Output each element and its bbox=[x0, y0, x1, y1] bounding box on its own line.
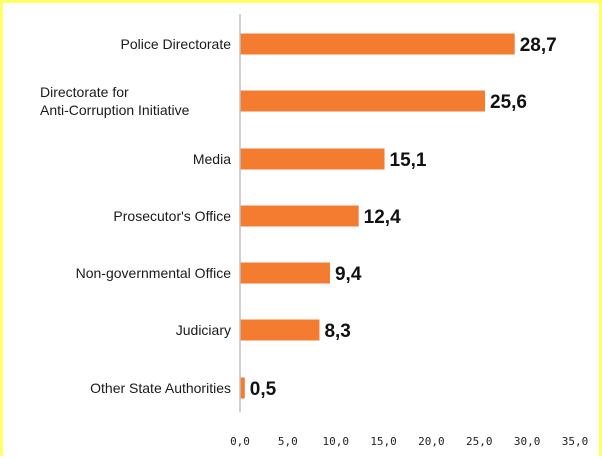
x-tick-labels: 0,0 5,0 10,0 15,0 20,0 25,0 30,0 35,0 bbox=[230, 435, 588, 448]
value-label: 25,6 bbox=[490, 92, 527, 113]
value-label: 15,1 bbox=[390, 150, 427, 171]
x-tick-label: 15,0 bbox=[370, 435, 397, 448]
x-tick-label: 30,0 bbox=[514, 435, 541, 448]
bar bbox=[240, 377, 245, 399]
category-labels: Police Directorate Directorate for Anti-Co… bbox=[40, 36, 231, 396]
value-label: 12,4 bbox=[364, 207, 401, 228]
category-label: Other State Authorities bbox=[90, 380, 231, 396]
x-tick-label: 20,0 bbox=[418, 435, 445, 448]
bar bbox=[240, 33, 515, 55]
value-label: 0,5 bbox=[250, 379, 277, 400]
category-label: Directorate for bbox=[40, 84, 129, 100]
bar bbox=[240, 319, 320, 341]
value-label: 28,7 bbox=[520, 35, 557, 56]
bar bbox=[240, 262, 330, 284]
x-tick-label: 5,0 bbox=[278, 435, 298, 448]
value-labels: 28,7 25,6 15,1 12,4 9,4 8,3 0,5 bbox=[250, 35, 557, 400]
bars bbox=[240, 33, 515, 399]
x-tick-label: 25,0 bbox=[466, 435, 493, 448]
bar bbox=[240, 148, 385, 170]
category-label: Anti-Corruption Initiative bbox=[40, 102, 190, 118]
category-label: Media bbox=[193, 151, 231, 167]
x-tick-label: 35,0 bbox=[562, 435, 589, 448]
value-label: 9,4 bbox=[335, 264, 362, 285]
category-label: Prosecutor's Office bbox=[113, 208, 231, 224]
category-label: Judiciary bbox=[176, 322, 231, 338]
category-label: Non-governmental Office bbox=[76, 265, 232, 281]
x-tick-label: 10,0 bbox=[322, 435, 349, 448]
category-label: Police Directorate bbox=[121, 36, 232, 52]
bar bbox=[240, 90, 486, 112]
x-tick-label: 0,0 bbox=[230, 435, 250, 448]
bar bbox=[240, 205, 359, 227]
value-label: 8,3 bbox=[324, 321, 350, 342]
